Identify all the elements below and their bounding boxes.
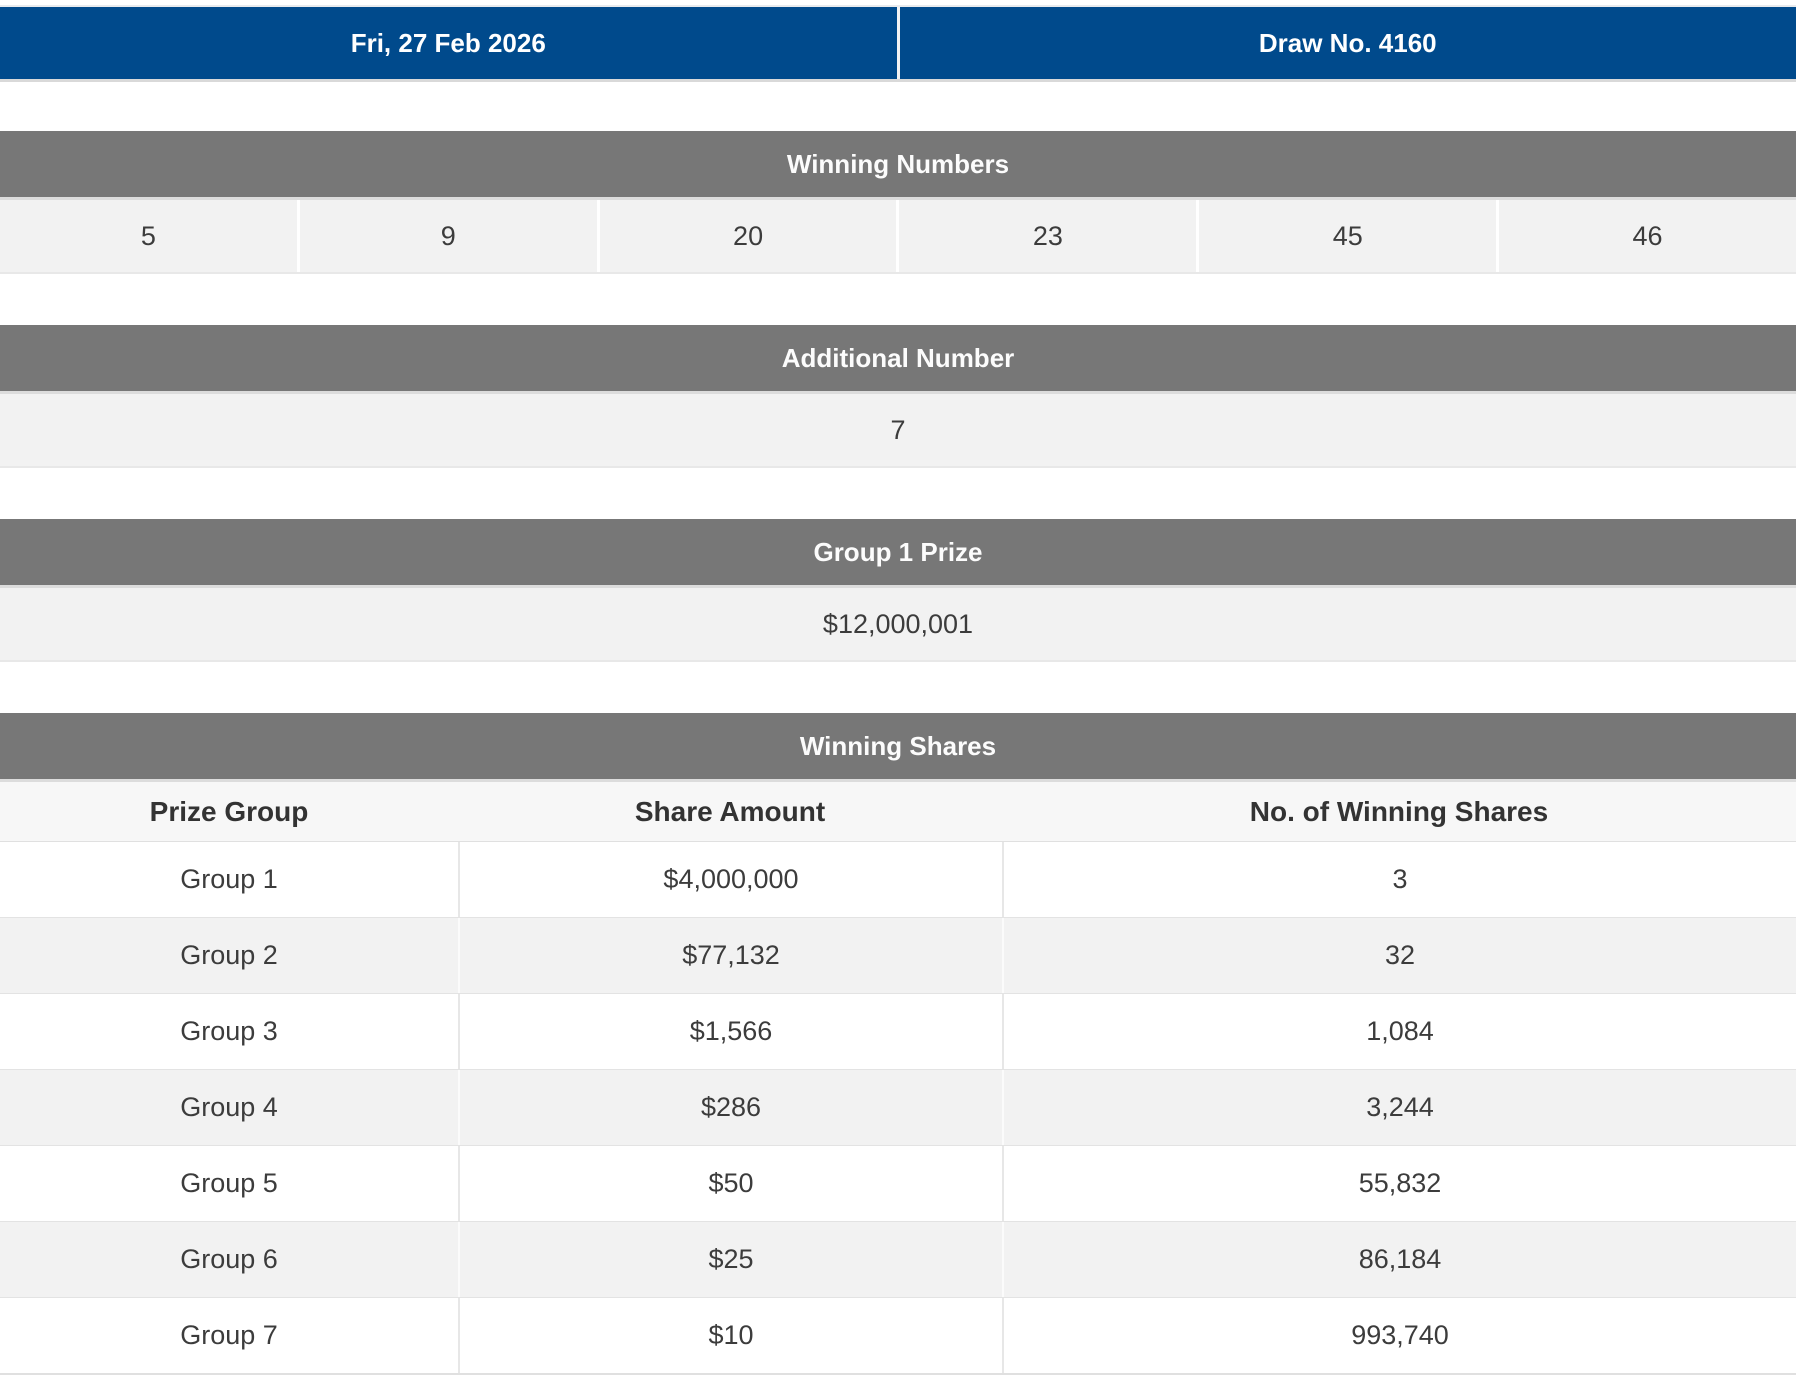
group1-prize-row: $12,000,001 xyxy=(0,588,1796,662)
winning-shares-count-cell: 1,084 xyxy=(1002,994,1796,1069)
winning-number-cell: 9 xyxy=(296,200,597,272)
winning-shares-title: Winning Shares xyxy=(799,730,997,761)
winning-number-cell: 45 xyxy=(1196,200,1496,272)
winning-number-4: 23 xyxy=(1032,220,1063,251)
group1-prize-value: $12,000,001 xyxy=(822,608,974,639)
column-header-share-amount: Share Amount xyxy=(634,795,826,827)
prize-group-cell: Group 5 xyxy=(180,1168,278,1198)
prize-group-cell: Group 6 xyxy=(180,1244,278,1274)
share-amount-cell: $10 xyxy=(458,1298,1002,1373)
winning-shares-count-cell: 86,184 xyxy=(1002,1222,1796,1297)
winning-number-cell: 46 xyxy=(1496,200,1796,272)
prize-group-cell: Group 2 xyxy=(180,940,278,970)
draw-number-cell: Draw No. 4160 xyxy=(896,7,1796,79)
prize-group-cell: Group 7 xyxy=(180,1320,278,1350)
additional-number-section: Additional Number 7 xyxy=(0,325,1796,468)
group1-prize-section: Group 1 Prize $12,000,001 xyxy=(0,519,1796,662)
winning-numbers-title-bar: Winning Numbers xyxy=(0,131,1796,200)
prize-group-cell: Group 1 xyxy=(180,864,278,894)
draw-info-header: Fri, 27 Feb 2026 Draw No. 4160 xyxy=(0,5,1796,82)
additional-number-title-bar: Additional Number xyxy=(0,325,1796,394)
share-amount-cell: $25 xyxy=(458,1222,1002,1297)
additional-number-value: 7 xyxy=(890,414,906,445)
winning-number-2: 9 xyxy=(440,220,456,251)
winning-number-1: 5 xyxy=(140,220,156,251)
share-amount-cell: $77,132 xyxy=(458,918,1002,993)
winning-numbers-title: Winning Numbers xyxy=(786,148,1010,179)
column-header-no-of-winning-shares: No. of Winning Shares xyxy=(1249,795,1549,827)
winning-shares-count-cell: 993,740 xyxy=(1002,1298,1796,1373)
additional-number-title: Additional Number xyxy=(781,342,1015,373)
winning-shares-column-headers: Prize Group Share Amount No. of Winning … xyxy=(0,782,1796,842)
share-amount-cell: $4,000,000 xyxy=(458,842,1002,917)
winning-number-3: 20 xyxy=(733,220,764,251)
table-row: Group 2 $77,132 32 xyxy=(0,918,1796,994)
share-amount-cell: $1,566 xyxy=(458,994,1002,1069)
winning-number-6: 46 xyxy=(1632,220,1663,251)
winning-shares-count-cell: 55,832 xyxy=(1002,1146,1796,1221)
prize-group-cell: Group 3 xyxy=(180,1016,278,1046)
share-amount-cell: $50 xyxy=(458,1146,1002,1221)
table-row: Group 6 $25 86,184 xyxy=(0,1222,1796,1298)
prize-group-cell: Group 4 xyxy=(180,1092,278,1122)
winning-number-cell: 23 xyxy=(896,200,1196,272)
table-row: Group 1 $4,000,000 3 xyxy=(0,842,1796,918)
winning-shares-title-bar: Winning Shares xyxy=(0,713,1796,782)
group1-prize-title-bar: Group 1 Prize xyxy=(0,519,1796,588)
winning-numbers-section: Winning Numbers 5 9 20 23 45 46 xyxy=(0,131,1796,274)
winning-number-cell: 20 xyxy=(596,200,897,272)
winning-shares-section: Winning Shares Prize Group Share Amount … xyxy=(0,713,1796,1375)
winning-shares-table-body: Group 1 $4,000,000 3 Group 2 $77,132 32 … xyxy=(0,842,1796,1375)
winning-number-cell: 5 xyxy=(0,200,297,272)
draw-number-text: Draw No. 4160 xyxy=(1258,27,1437,58)
winning-shares-count-cell: 3,244 xyxy=(1002,1070,1796,1145)
table-row: Group 7 $10 993,740 xyxy=(0,1298,1796,1375)
winning-numbers-row: 5 9 20 23 45 46 xyxy=(0,200,1796,274)
additional-number-row: 7 xyxy=(0,394,1796,468)
share-amount-cell: $286 xyxy=(458,1070,1002,1145)
winning-shares-count-cell: 32 xyxy=(1002,918,1796,993)
table-row: Group 5 $50 55,832 xyxy=(0,1146,1796,1222)
draw-date-cell: Fri, 27 Feb 2026 xyxy=(0,7,897,79)
draw-date-text: Fri, 27 Feb 2026 xyxy=(350,27,546,58)
winning-number-5: 45 xyxy=(1332,220,1363,251)
column-header-prize-group: Prize Group xyxy=(149,795,309,827)
table-row: Group 3 $1,566 1,084 xyxy=(0,994,1796,1070)
group1-prize-title: Group 1 Prize xyxy=(813,536,983,567)
table-row: Group 4 $286 3,244 xyxy=(0,1070,1796,1146)
winning-shares-count-cell: 3 xyxy=(1002,842,1796,917)
